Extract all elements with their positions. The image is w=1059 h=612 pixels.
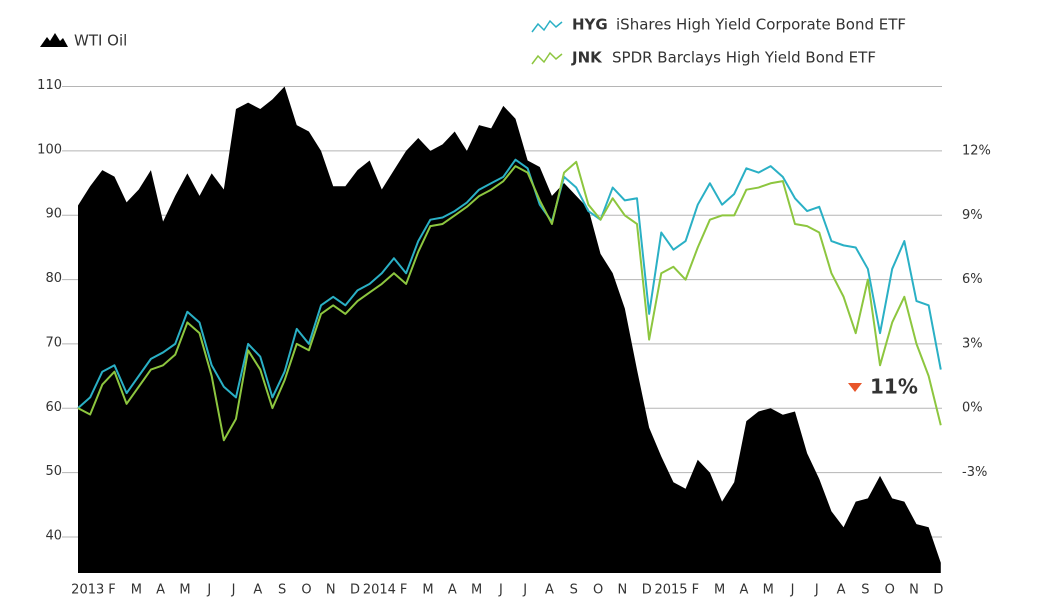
y-tick-label: 60 bbox=[45, 400, 62, 415]
x-tick-label: J bbox=[231, 583, 236, 598]
x-tick-label: A bbox=[837, 583, 846, 598]
x-tick-label: J bbox=[522, 583, 527, 598]
x-tick-label: M bbox=[763, 583, 774, 598]
x-tick-label: M bbox=[422, 583, 433, 598]
y-tick-label: 100 bbox=[37, 142, 62, 157]
oil-area bbox=[78, 86, 941, 573]
series-line bbox=[77, 160, 942, 442]
x-tick-label: F bbox=[400, 583, 407, 598]
y2-tick-label: 12% bbox=[962, 144, 991, 159]
x-tick-label: A bbox=[739, 583, 748, 598]
legend-description: SPDR Barclays High Yield Bond ETF bbox=[612, 49, 876, 67]
x-tick-label: A bbox=[253, 583, 262, 598]
x-tick-label: A bbox=[156, 583, 165, 598]
y2-tick-label: 0% bbox=[962, 401, 983, 416]
x-tick-label: J bbox=[790, 583, 795, 598]
x-tick-label: D bbox=[642, 583, 652, 598]
marks bbox=[77, 86, 942, 573]
x-tick-label: O bbox=[885, 583, 895, 598]
y-tick-label: 80 bbox=[45, 271, 62, 286]
x-tick-label: D bbox=[350, 583, 360, 598]
x-tick-label: N bbox=[326, 583, 336, 598]
legend-label: HYG bbox=[572, 16, 608, 34]
x-tick-label: O bbox=[301, 583, 311, 598]
legend-label: JNK bbox=[571, 49, 603, 67]
x-tick-label: 2015 bbox=[654, 583, 687, 598]
x-tick-label: J bbox=[814, 583, 819, 598]
y2-tick-label: 6% bbox=[962, 272, 983, 287]
y2-tick-label: 3% bbox=[962, 336, 983, 351]
legend-icon bbox=[531, 19, 563, 33]
x-tick-label: M bbox=[471, 583, 482, 598]
x-tick-label: O bbox=[593, 583, 603, 598]
x-tick-label: 2013 bbox=[71, 583, 104, 598]
y2-tick-label: -3% bbox=[962, 465, 987, 480]
y-tick-label: 50 bbox=[45, 464, 62, 479]
x-tick-label: A bbox=[545, 583, 554, 598]
x-tick-label: F bbox=[108, 583, 115, 598]
x-tick-label: M bbox=[714, 583, 725, 598]
annotation-arrow bbox=[848, 383, 862, 392]
y-tick-label: 110 bbox=[37, 78, 62, 93]
series-line bbox=[77, 158, 942, 409]
x-tick-label: M bbox=[179, 583, 190, 598]
y-tick-label: 90 bbox=[45, 207, 62, 222]
x-tick-label: S bbox=[278, 583, 286, 598]
x-tick-label: N bbox=[618, 583, 628, 598]
x-tick-label: D bbox=[933, 583, 943, 598]
x-tick-label: J bbox=[206, 583, 211, 598]
x-tick-label: A bbox=[448, 583, 457, 598]
x-tick-label: F bbox=[692, 583, 699, 598]
x-tick-label: S bbox=[861, 583, 869, 598]
y-tick-label: 40 bbox=[45, 528, 62, 543]
annotation: 11% bbox=[870, 375, 918, 399]
x-tick-label: M bbox=[131, 583, 142, 598]
y-tick-label: 70 bbox=[45, 335, 62, 350]
x-tick-label: N bbox=[909, 583, 919, 598]
oil-legend-icon bbox=[40, 33, 68, 47]
legend-description: iShares High Yield Corporate Bond ETF bbox=[616, 16, 906, 34]
x-tick-label: J bbox=[498, 583, 503, 598]
x-tick-label: 2014 bbox=[363, 583, 396, 598]
legend-label: WTI Oil bbox=[74, 32, 127, 50]
x-tick-label: S bbox=[570, 583, 578, 598]
y2-tick-label: 9% bbox=[962, 208, 983, 223]
legend-icon bbox=[531, 51, 563, 65]
